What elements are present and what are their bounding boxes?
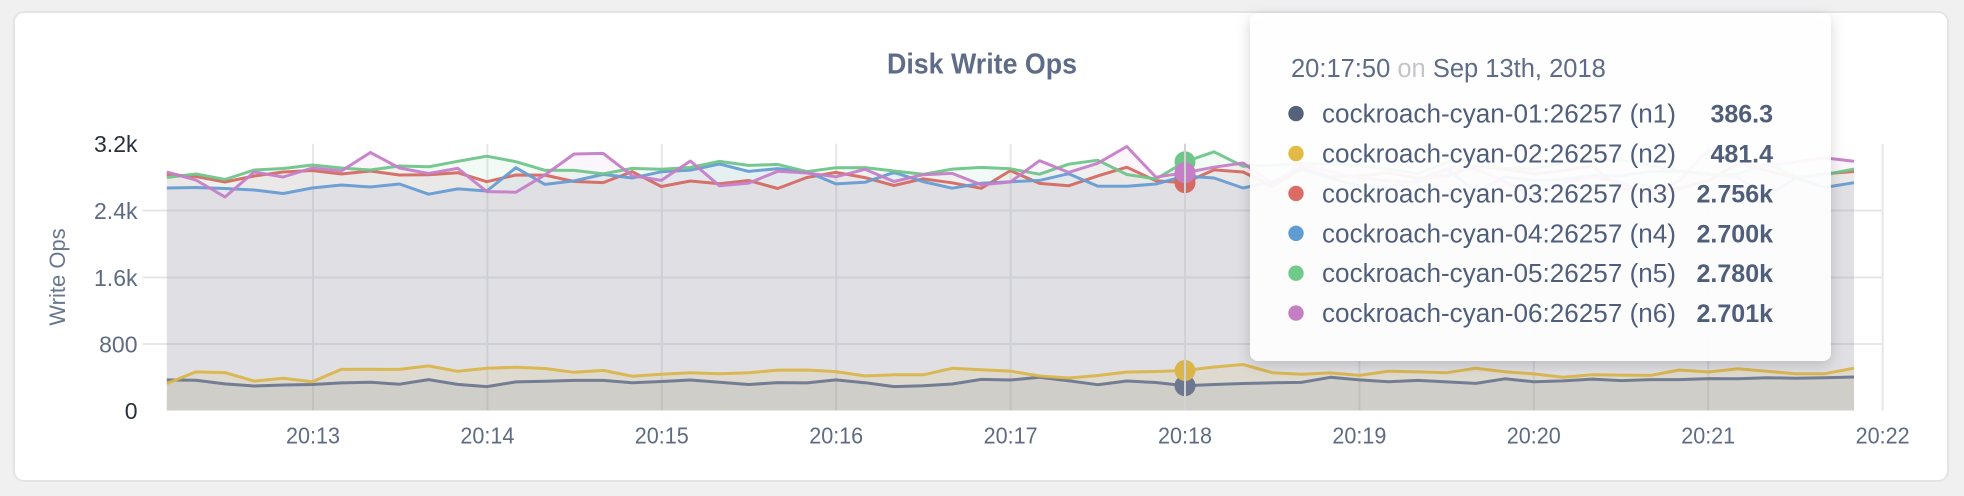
svg-text:cockroach-cyan-03:26257 (n3): cockroach-cyan-03:26257 (n3): [1322, 180, 1676, 208]
svg-text:20:14: 20:14: [460, 423, 514, 449]
svg-text:20:17:50 on Sep 13th, 2018: 20:17:50 on Sep 13th, 2018: [1291, 55, 1606, 83]
svg-text:Disk Write Ops: Disk Write Ops: [887, 49, 1077, 81]
svg-text:20:13: 20:13: [286, 423, 340, 449]
svg-text:20:21: 20:21: [1681, 423, 1735, 449]
svg-text:20:22: 20:22: [1856, 423, 1910, 449]
svg-text:cockroach-cyan-06:26257 (n6): cockroach-cyan-06:26257 (n6): [1322, 300, 1676, 328]
svg-text:0: 0: [125, 398, 138, 424]
svg-text:2.780k: 2.780k: [1697, 260, 1774, 288]
svg-text:cockroach-cyan-04:26257 (n4): cockroach-cyan-04:26257 (n4): [1322, 220, 1676, 248]
svg-text:1.6k: 1.6k: [94, 265, 138, 291]
svg-text:800: 800: [99, 331, 137, 357]
svg-text:2.756k: 2.756k: [1697, 180, 1774, 208]
svg-text:20:20: 20:20: [1507, 423, 1561, 449]
svg-text:2.700k: 2.700k: [1697, 220, 1774, 248]
svg-text:2.4k: 2.4k: [94, 198, 138, 224]
svg-text:Write Ops: Write Ops: [45, 228, 70, 325]
svg-text:20:18: 20:18: [1158, 423, 1212, 449]
svg-text:20:17: 20:17: [984, 423, 1038, 449]
svg-text:3.2k: 3.2k: [94, 131, 138, 157]
svg-text:2.701k: 2.701k: [1697, 300, 1774, 328]
svg-text:20:19: 20:19: [1332, 423, 1386, 449]
svg-text:cockroach-cyan-02:26257 (n2): cockroach-cyan-02:26257 (n2): [1322, 141, 1676, 169]
svg-text:cockroach-cyan-01:26257 (n1): cockroach-cyan-01:26257 (n1): [1322, 101, 1676, 129]
svg-text:cockroach-cyan-05:26257 (n5): cockroach-cyan-05:26257 (n5): [1322, 260, 1676, 288]
svg-text:20:15: 20:15: [635, 423, 689, 449]
svg-text:20:16: 20:16: [809, 423, 863, 449]
svg-text:386.3: 386.3: [1710, 101, 1773, 129]
svg-text:481.4: 481.4: [1710, 141, 1773, 169]
